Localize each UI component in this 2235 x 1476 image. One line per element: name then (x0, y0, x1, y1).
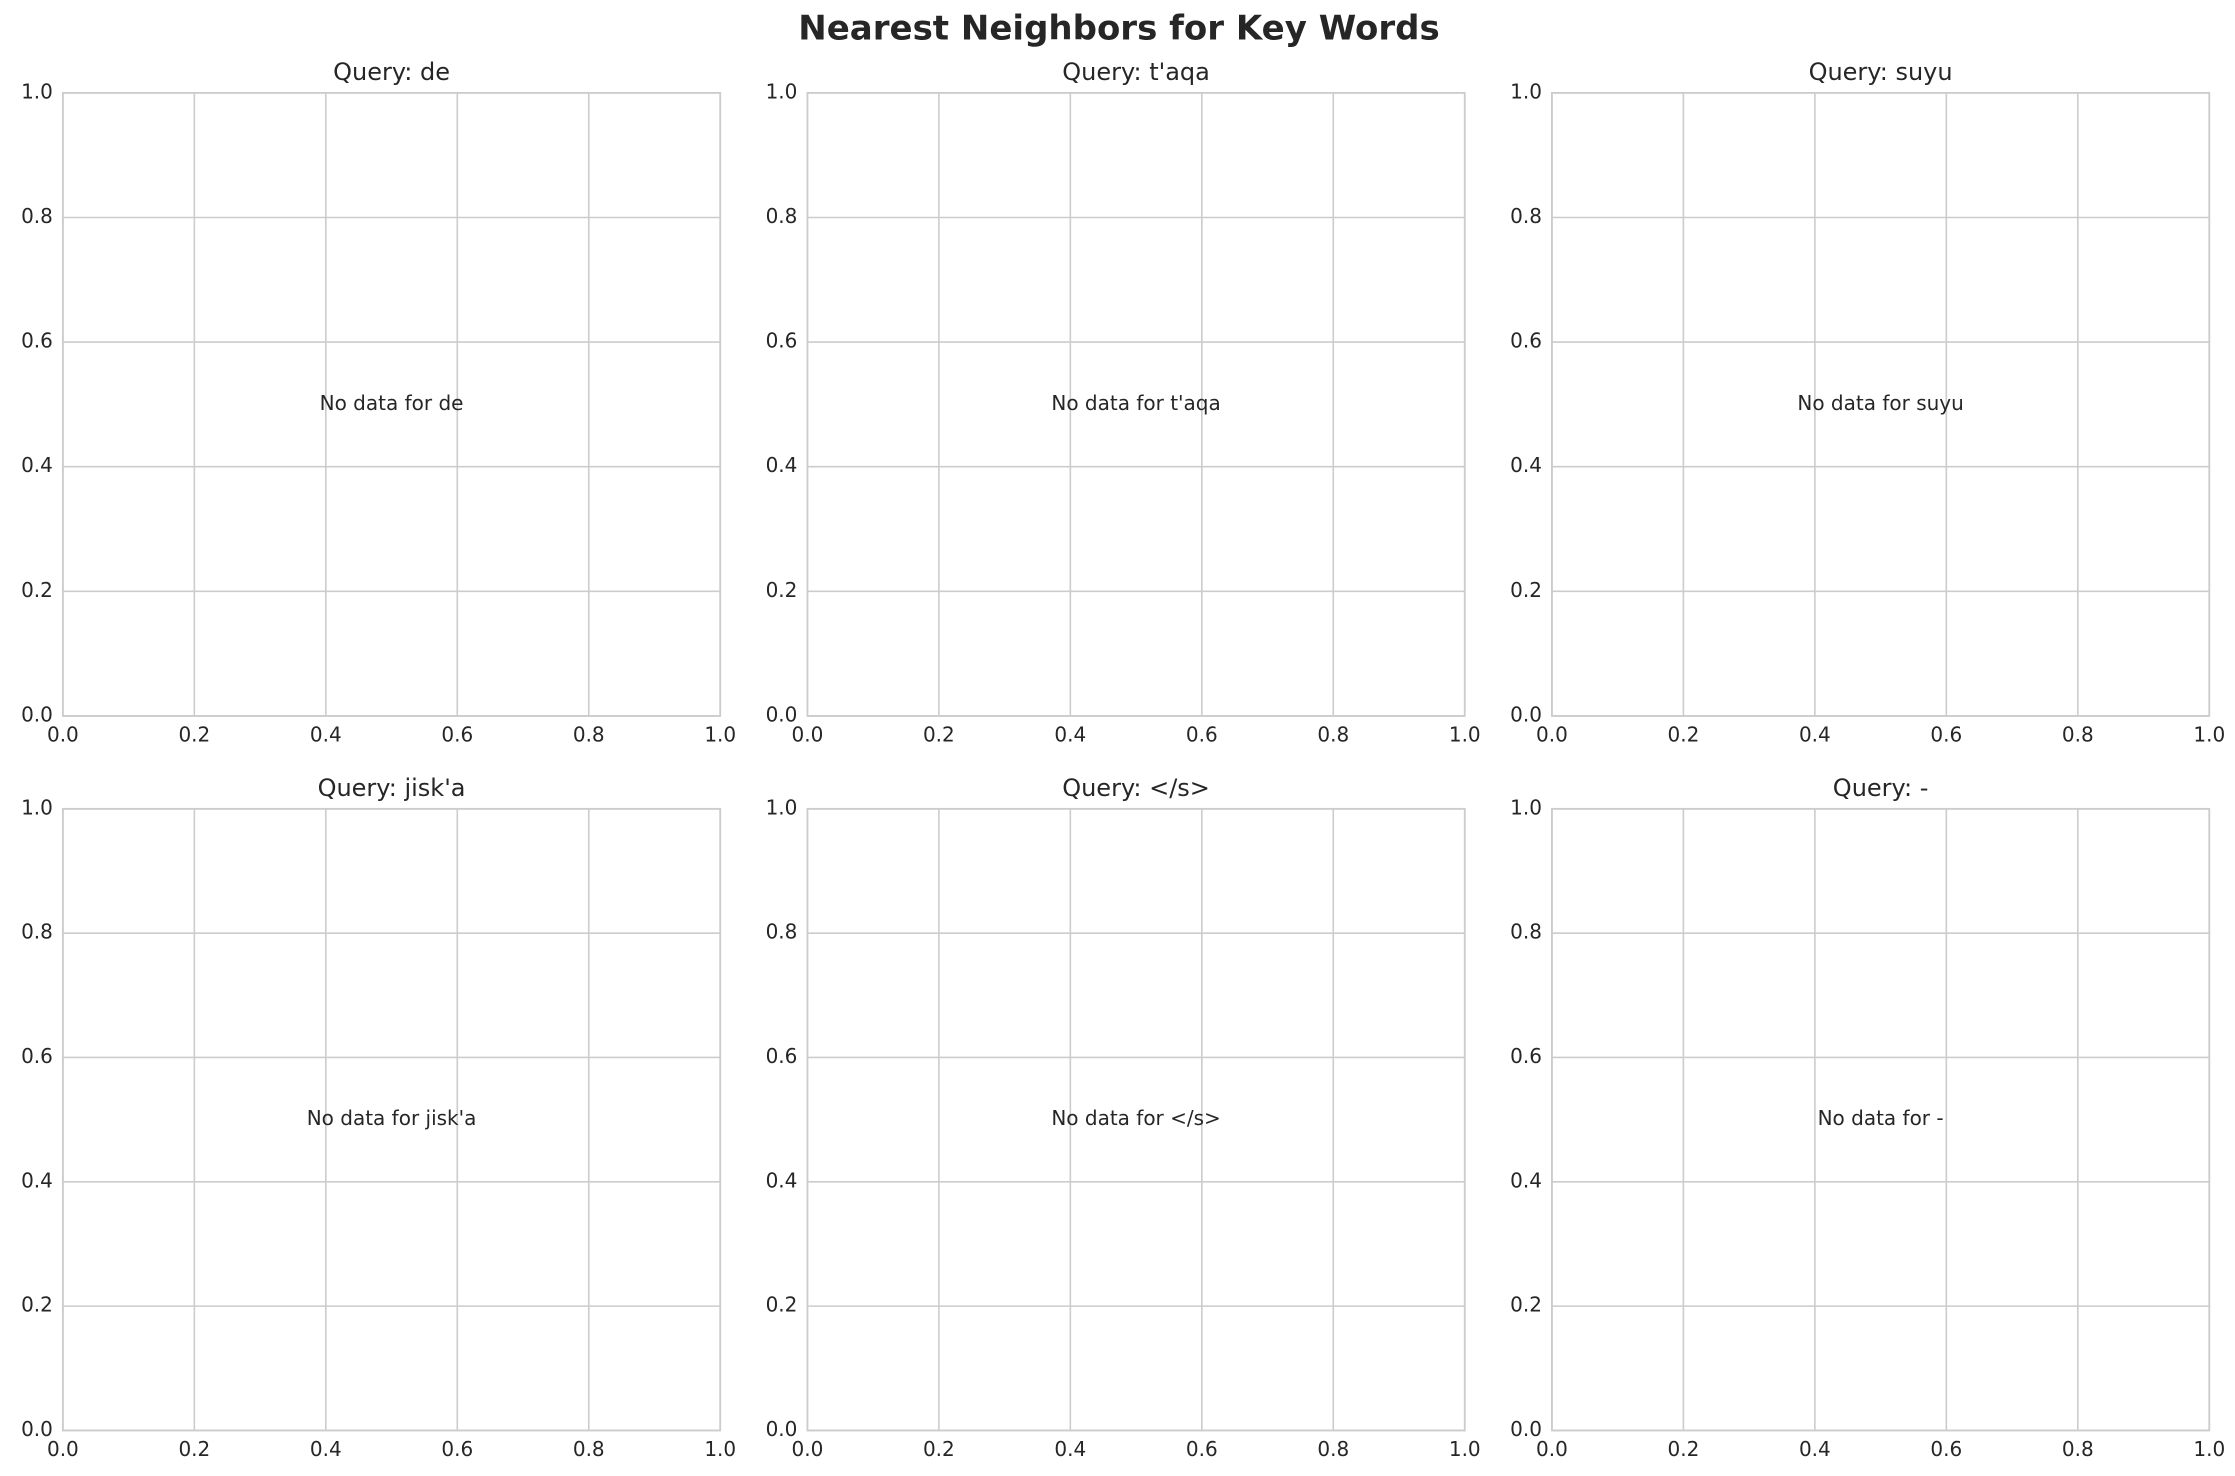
y-tick-label: 0.8 (21, 204, 53, 228)
y-tick-label: 0.6 (1510, 329, 1542, 353)
y-tick-label: 0.2 (21, 578, 53, 602)
x-tick-label: 0.8 (2062, 1437, 2094, 1461)
y-tick-label: 0.6 (21, 329, 53, 353)
y-tick-label: 0.2 (1510, 578, 1542, 602)
y-tick-label: 0.0 (21, 702, 53, 726)
y-tick-label: 0.2 (21, 1293, 53, 1317)
x-tick-label: 0.2 (1667, 1437, 1699, 1461)
y-tick-label: 0.6 (21, 1044, 53, 1068)
axes-frame (61, 807, 722, 1432)
annotation: No data for - (1818, 1106, 1944, 1130)
x-tick-label: 1.0 (704, 1437, 736, 1461)
axes-frame (806, 807, 1466, 1432)
subplot-title: Query: t'aqa (1062, 58, 1210, 86)
axes-frame (806, 91, 1466, 717)
x-tick-label: 0.0 (47, 722, 79, 746)
annotation: No data for jisk'a (307, 1106, 477, 1130)
y-tick-label: 0.6 (766, 1044, 798, 1068)
x-tick-label: 0.0 (1536, 722, 1568, 746)
y-tick-label: 0.8 (1510, 204, 1542, 228)
y-tick-label: 0.2 (1510, 1293, 1542, 1317)
x-tick-label: 0.8 (573, 722, 605, 746)
x-tick-label: 0.4 (1799, 1437, 1831, 1461)
subplot-title: Query: </s> (1062, 774, 1210, 802)
y-tick-label: 0.6 (1510, 1044, 1542, 1068)
x-tick-label: 0.4 (310, 722, 342, 746)
y-tick-label: 0.0 (21, 1417, 53, 1441)
y-tick-label: 0.0 (766, 1417, 798, 1441)
figure-title: Nearest Neighbors for Key Words (798, 9, 1439, 49)
x-tick-label: 0.8 (1317, 722, 1349, 746)
x-tick-label: 0.6 (441, 1437, 473, 1461)
y-tick-label: 0.4 (766, 1168, 798, 1192)
x-tick-label: 0.4 (310, 1437, 342, 1461)
x-tick-label: 0.2 (1667, 722, 1699, 746)
x-tick-label: 0.0 (791, 722, 823, 746)
x-tick-label: 1.0 (1449, 1437, 1481, 1461)
x-tick-label: 0.2 (178, 1437, 210, 1461)
annotation: No data for suyu (1797, 391, 1963, 415)
x-tick-label: 0.0 (791, 1437, 823, 1461)
y-tick-label: 0.4 (1510, 1168, 1542, 1192)
y-tick-label: 0.4 (766, 453, 798, 477)
annotation: No data for de (320, 391, 464, 415)
y-tick-label: 1.0 (1510, 795, 1542, 819)
x-tick-label: 0.4 (1054, 722, 1086, 746)
y-tick-label: 0.2 (766, 578, 798, 602)
subplot-title: Query: jisk'a (318, 774, 466, 802)
x-tick-label: 0.0 (1536, 1437, 1568, 1461)
subplot-title: Query: suyu (1809, 58, 1953, 86)
x-tick-label: 1.0 (2193, 1437, 2225, 1461)
y-tick-label: 0.2 (766, 1293, 798, 1317)
y-tick-label: 0.4 (21, 1168, 53, 1192)
y-tick-label: 0.0 (766, 702, 798, 726)
y-tick-label: 1.0 (766, 795, 798, 819)
y-tick-label: 0.6 (766, 329, 798, 353)
x-tick-label: 0.2 (923, 722, 955, 746)
y-tick-label: 0.4 (1510, 453, 1542, 477)
y-tick-label: 0.4 (21, 453, 53, 477)
x-tick-label: 0.0 (47, 1437, 79, 1461)
x-tick-label: 1.0 (1449, 722, 1481, 746)
annotation: No data for </s> (1051, 1106, 1221, 1130)
y-tick-label: 1.0 (21, 79, 53, 103)
annotation: No data for t'aqa (1051, 391, 1220, 415)
subplot-title: Query: de (333, 58, 450, 86)
x-tick-label: 0.8 (1317, 1437, 1349, 1461)
x-tick-label: 0.4 (1799, 722, 1831, 746)
x-tick-label: 0.6 (1186, 722, 1218, 746)
y-tick-label: 0.8 (766, 920, 798, 944)
y-tick-label: 0.0 (1510, 1417, 1542, 1441)
x-tick-label: 0.8 (2062, 722, 2094, 746)
axes-frame (1551, 807, 2211, 1432)
axes-frame (61, 91, 722, 717)
x-tick-label: 0.8 (573, 1437, 605, 1461)
x-tick-label: 0.6 (1186, 1437, 1218, 1461)
y-tick-label: 1.0 (766, 79, 798, 103)
y-tick-label: 0.0 (1510, 702, 1542, 726)
x-tick-label: 0.6 (441, 722, 473, 746)
x-tick-label: 1.0 (2193, 722, 2225, 746)
axes-frame (1551, 91, 2211, 717)
x-tick-label: 0.2 (923, 1437, 955, 1461)
x-tick-label: 0.2 (178, 722, 210, 746)
x-tick-label: 1.0 (704, 722, 736, 746)
x-tick-label: 0.6 (1930, 722, 1962, 746)
y-tick-label: 0.8 (21, 920, 53, 944)
x-tick-label: 0.6 (1930, 1437, 1962, 1461)
y-tick-label: 1.0 (21, 795, 53, 819)
y-tick-label: 0.8 (766, 204, 798, 228)
y-tick-label: 1.0 (1510, 79, 1542, 103)
subplot-title: Query: - (1833, 774, 1929, 802)
x-tick-label: 0.4 (1054, 1437, 1086, 1461)
y-tick-label: 0.8 (1510, 920, 1542, 944)
